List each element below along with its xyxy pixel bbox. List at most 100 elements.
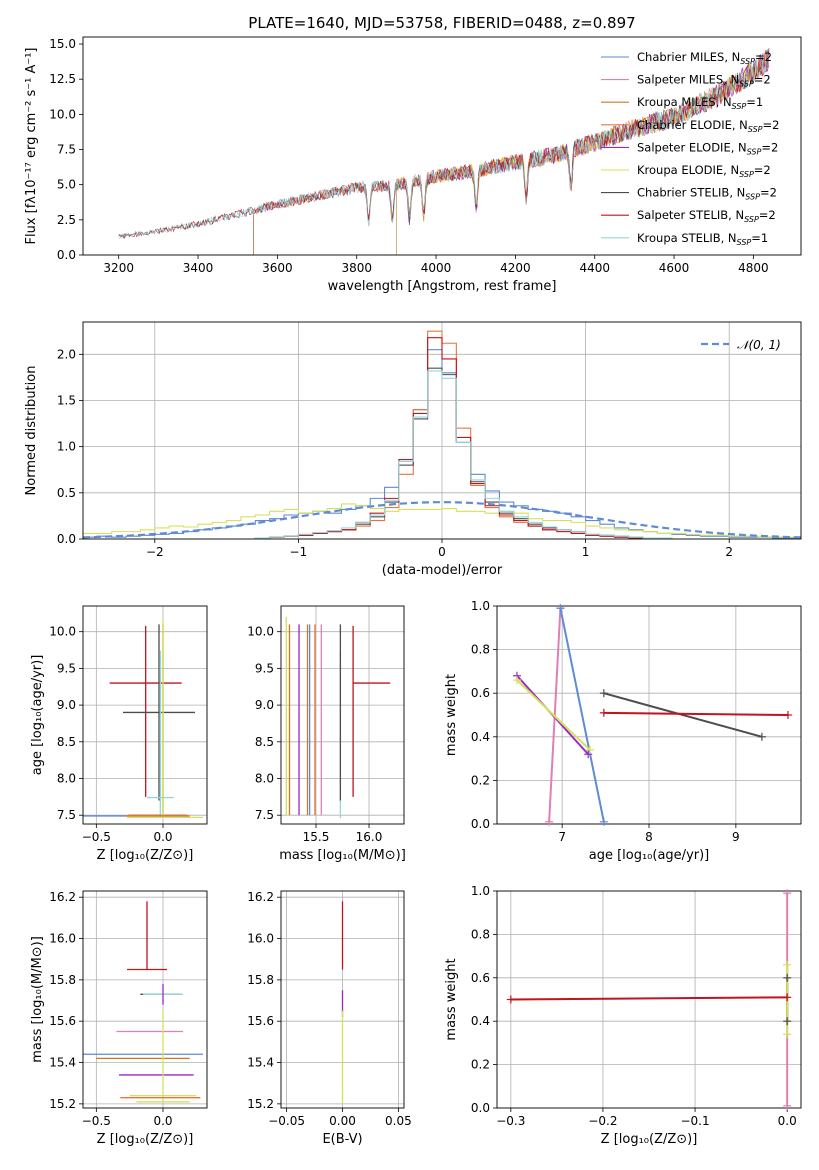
legend-entry-tail: =1: [746, 95, 763, 109]
plot-area: [83, 606, 207, 824]
histogram-series: [83, 503, 801, 539]
plot-area: [497, 606, 801, 824]
y-tick-label: 8.5: [57, 735, 76, 749]
axes-frame: [82, 321, 802, 540]
y-axis-label: age [log₁₀(age/yr)]: [30, 655, 45, 776]
x-axis-label: Z [log₁₀(Z/Z⊙)]: [601, 1132, 698, 1147]
panel-age-vs-Z: −0.5 0.0 7.5 8.0 8.5 9.0 9.5 10.0 Z [log₁₀(Z/Z⊙)…: [30, 605, 208, 863]
spectrum-series-line: [118, 49, 769, 240]
legend-entry: Chabrier ELODIE, NSSP=2: [637, 118, 779, 134]
panel-mass-vs-EBV: −0.05 0.00 0.05 15.2 15.4 15.6 15.8 16.0 16.2 E(B…: [247, 890, 411, 1147]
legend-entry-subscript: SSP: [740, 57, 755, 66]
panel-age-vs-mass: 15.5 16.0 7.5 8.0 8.5 9.0 9.5 10.0 mass [log₁₀(M…: [247, 605, 406, 863]
y-tick-label: 15.0: [49, 37, 76, 51]
legend-entry: Chabrier MILES, NSSP=2: [637, 50, 772, 66]
x-tick-label: 4200: [500, 261, 531, 275]
y-tick-label: 9.5: [255, 661, 274, 675]
y-tick-label: 7.5: [57, 808, 76, 822]
y-tick-label: 9.5: [57, 661, 76, 675]
chart-panels: 3200 3400 3600 3800 4000 4200 4400 4600 4800 0.0 2…: [24, 36, 802, 1147]
y-tick-label: 15.8: [247, 973, 274, 987]
y-tick-label: 15.2: [247, 1097, 274, 1111]
legend-entry: Kroupa STELIB, NSSP=1: [637, 231, 768, 247]
weight-series-line: [603, 692, 763, 738]
x-tick-label: 4600: [659, 261, 690, 275]
x-axis-label: Z [log₁₀(Z/Z⊙)]: [97, 848, 194, 863]
axes-frame: [82, 890, 208, 1109]
y-axis-label: Flux [fλ10⁻¹⁷ erg cm⁻² s⁻¹ A⁻¹]: [24, 48, 39, 245]
x-tick-label: 7: [558, 830, 566, 844]
y-tick-label: 9.0: [57, 698, 76, 712]
x-axis-label: age [log₁₀(age/yr)]: [589, 848, 710, 863]
x-tick-label: 4800: [738, 261, 769, 275]
legend-entry: Salpeter MILES, NSSP=2: [637, 73, 771, 89]
x-tick-label: −0.3: [496, 1114, 525, 1128]
y-axis-label: mass weight: [444, 958, 459, 1040]
legend-entry-tail: =2: [755, 50, 772, 64]
panel-weight-vs-Z: −0.3 −0.2 −0.1 0.0 0.0 0.2 0.4 0.6 0.8 1.0 Z [log₁…: [444, 884, 802, 1147]
legend-entry-name: Kroupa MILES, N: [637, 95, 732, 109]
y-tick-label: 10.0: [49, 625, 76, 639]
x-tick-label: −1: [290, 545, 308, 559]
x-tick-label: 0: [438, 545, 446, 559]
legend-entry-name: Kroupa ELODIE, N: [637, 163, 739, 177]
y-tick-label: 1.0: [471, 599, 490, 613]
legend-entry-tail: =2: [759, 208, 776, 222]
x-tick-label: −0.5: [82, 830, 111, 844]
y-tick-label: 15.8: [49, 973, 76, 987]
y-tick-label: 8.0: [255, 771, 274, 785]
y-tick-label: 15.4: [49, 1056, 76, 1070]
panel-mass-vs-Z: −0.5 0.0 15.2 15.4 15.6 15.8 16.0 16.2 Z [log₁₀(…: [30, 890, 208, 1147]
x-tick-label: −0.2: [588, 1114, 617, 1128]
y-tick-label: 15.6: [247, 1014, 274, 1028]
legend-entry-subscript: SSP: [748, 125, 763, 134]
x-tick-label: 3400: [183, 261, 214, 275]
x-tick-label: 3200: [103, 261, 134, 275]
y-tick-label: 10.0: [49, 107, 76, 121]
x-tick-label: 0.00: [329, 1114, 356, 1128]
x-tick-label: −0.5: [82, 1114, 111, 1128]
y-tick-label: 15.2: [49, 1097, 76, 1111]
legend-entry-name: Salpeter STELIB, N: [637, 208, 744, 222]
x-tick-label: 3800: [341, 261, 372, 275]
y-axis-label: mass weight: [444, 674, 459, 756]
legend-entry-tail: =2: [754, 73, 771, 87]
legend-entry-name: Chabrier STELIB, N: [637, 186, 745, 200]
x-axis-label: E(B-V): [322, 1132, 362, 1147]
legend-entry-name: Salpeter MILES, N: [637, 73, 739, 87]
x-tick-label: 0.05: [385, 1114, 412, 1128]
y-tick-label: 15.6: [49, 1014, 76, 1028]
weight-series-line: [559, 607, 605, 823]
y-tick-label: 0.8: [471, 643, 490, 657]
y-tick-label: 7.5: [57, 143, 76, 157]
legend-entry-tail: =2: [754, 163, 771, 177]
legend-entry-tail: =2: [760, 186, 777, 200]
x-tick-label: 16.0: [356, 830, 383, 844]
legend-entry-name: Chabrier ELODIE, N: [637, 118, 748, 132]
panel-spectrum: 3200 3400 3600 3800 4000 4200 4400 4600 4800 0.0 2…: [24, 36, 802, 294]
x-tick-label: 4000: [421, 261, 452, 275]
plot-area: [281, 891, 404, 1108]
spectrum-series-line: [118, 49, 769, 239]
x-axis-label: wavelength [Angstrom, rest frame]: [328, 279, 557, 294]
y-tick-label: 5.0: [57, 178, 76, 192]
legend-entry-tail: =1: [751, 231, 768, 245]
legend-entry-subscript: SSP: [737, 238, 752, 247]
weight-series-line: [510, 996, 788, 1001]
y-tick-label: 16.2: [49, 890, 76, 904]
legend-entry-subscript: SSP: [744, 215, 759, 224]
y-tick-label: 15.4: [247, 1056, 274, 1070]
x-tick-label: 0.0: [778, 1114, 797, 1128]
axes-frame: [496, 890, 802, 1109]
y-tick-label: 0.8: [471, 927, 490, 941]
y-tick-label: 1.0: [57, 440, 76, 454]
y-tick-label: 0.6: [471, 686, 490, 700]
x-tick-label: 0.0: [153, 1114, 172, 1128]
x-tick-label: −2: [146, 545, 164, 559]
y-tick-label: 16.0: [49, 932, 76, 946]
y-tick-label: 0.0: [57, 532, 76, 546]
axes-frame: [82, 605, 208, 825]
y-tick-label: 1.0: [471, 884, 490, 898]
legend-entry-subscript: SSP: [739, 170, 754, 179]
